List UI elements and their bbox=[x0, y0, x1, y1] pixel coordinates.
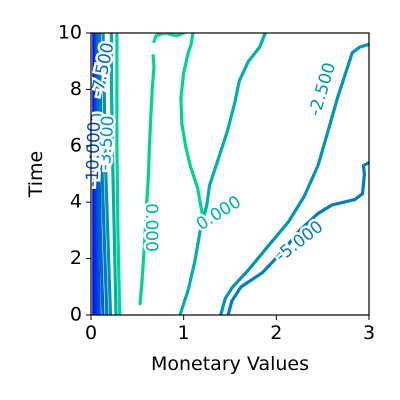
contour-line-level-7-seg-3 bbox=[179, 33, 204, 216]
contour-line-level-5-seg-0 bbox=[101, 33, 113, 315]
plot-frame bbox=[90, 32, 370, 316]
contour-label-6: 0.000 bbox=[141, 203, 161, 252]
x-tick-label-1: 1 bbox=[178, 322, 190, 344]
x-tick-label-0: 0 bbox=[85, 322, 97, 344]
contour-label-3: -10.000 bbox=[83, 121, 105, 187]
y-axis-ticks: 0 2 4 6 8 10 bbox=[58, 22, 91, 326]
y-tick-label-3: 6 bbox=[70, 134, 82, 156]
y-tick-label-5: 10 bbox=[58, 22, 82, 44]
contour-line-level-4-seg-1 bbox=[226, 161, 369, 315]
plot-background bbox=[91, 33, 369, 315]
contour-line-level-6-seg-0 bbox=[109, 33, 118, 315]
x-tick-label-3: 3 bbox=[363, 322, 375, 344]
contour-line-level-7-seg-2 bbox=[152, 33, 186, 44]
contour-label-1: -5.000 bbox=[87, 112, 109, 167]
y-tick-label-0: 0 bbox=[70, 304, 82, 326]
contour-line-level-3-seg-0 bbox=[95, 33, 105, 315]
y-tick-label-4: 8 bbox=[70, 78, 82, 100]
y-axis-label: Time bbox=[25, 151, 47, 199]
contour-line-level-4-seg-0 bbox=[97, 33, 109, 315]
x-tick-label-2: 2 bbox=[270, 322, 282, 344]
x-axis-ticks: 0 1 2 3 bbox=[85, 315, 375, 344]
y-tick-label-2: 4 bbox=[70, 191, 82, 213]
contour-line-level-7-seg-1 bbox=[138, 53, 156, 306]
contour-line-level-6-seg-1 bbox=[178, 33, 267, 315]
contour-line-level-5-seg-1 bbox=[219, 42, 369, 315]
contour-label-2: -3.500 bbox=[95, 115, 119, 171]
y-tick-label-1: 2 bbox=[70, 247, 82, 269]
x-axis-label: Monetary Values bbox=[151, 353, 309, 375]
contour-lines bbox=[92, 33, 369, 315]
contour-line-level-7-seg-0 bbox=[115, 33, 122, 315]
